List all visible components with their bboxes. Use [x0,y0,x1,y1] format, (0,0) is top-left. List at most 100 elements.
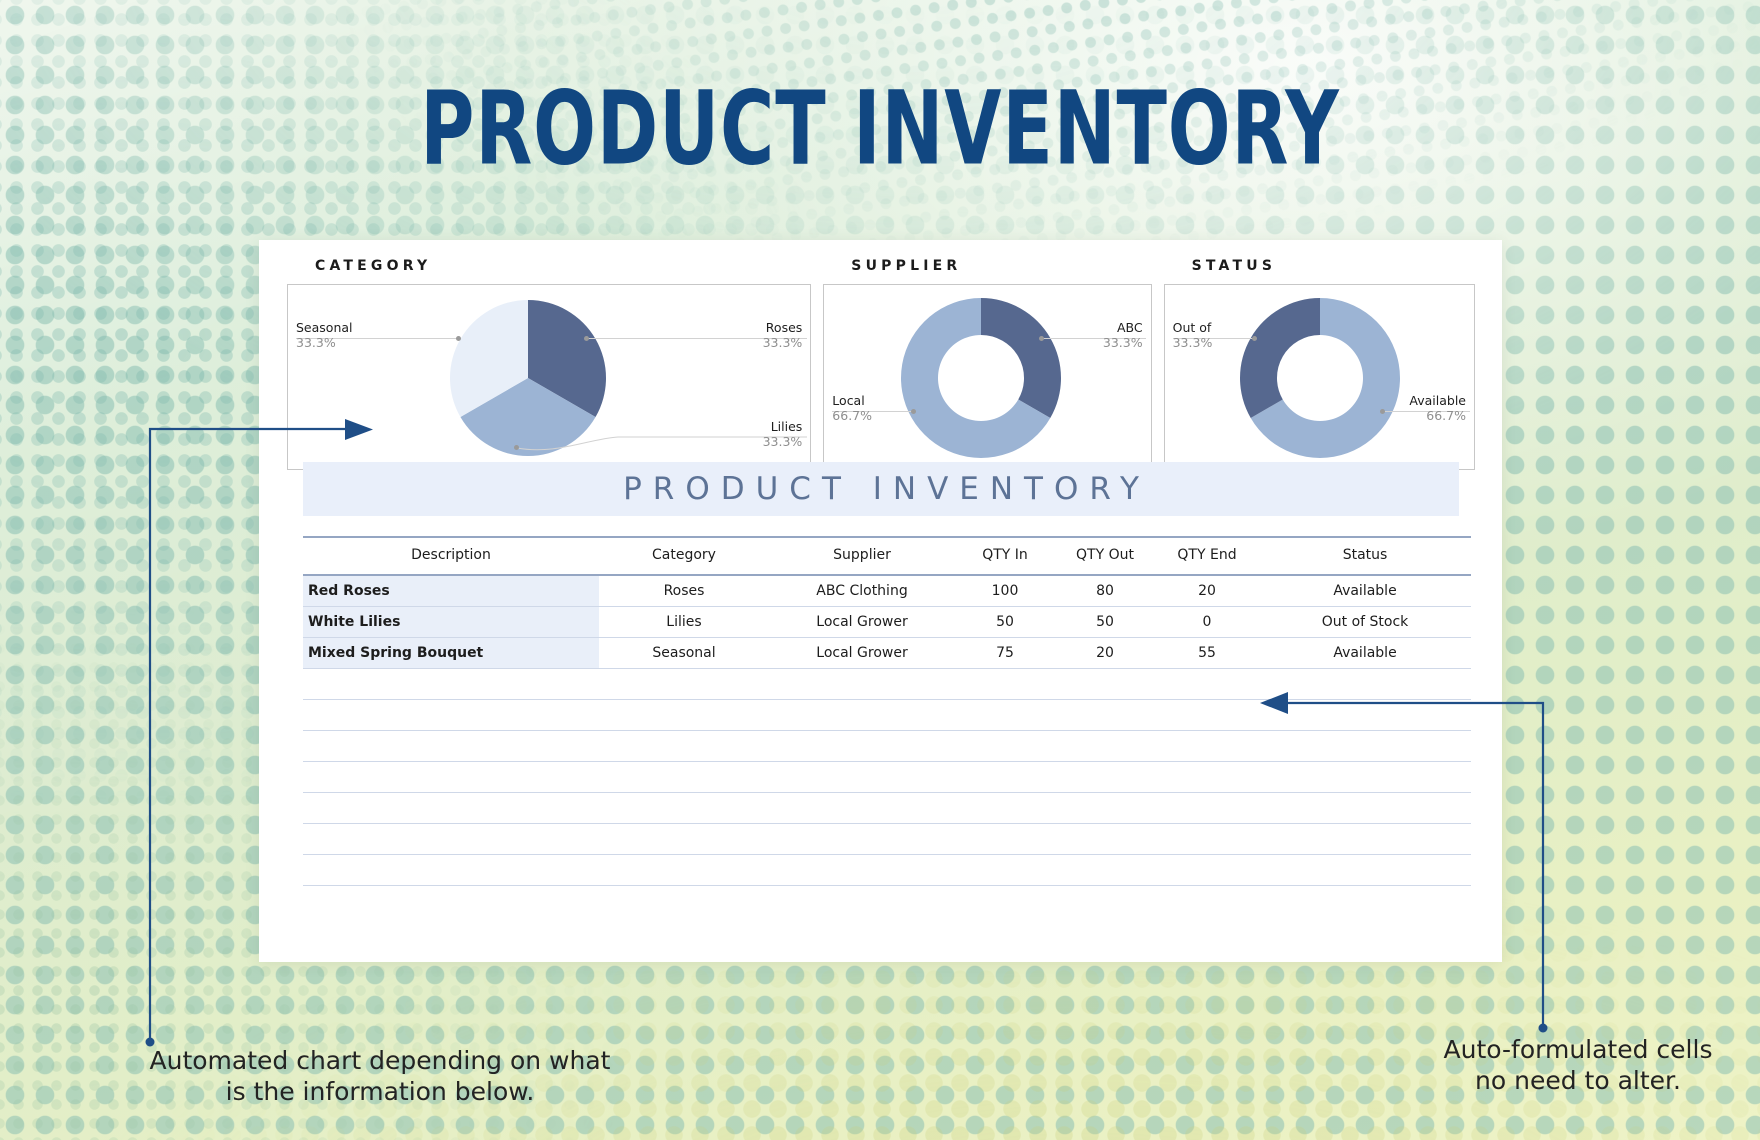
cell-empty[interactable] [1259,730,1471,762]
cell-empty[interactable] [1155,823,1259,855]
cell-description[interactable]: White Lilies [303,606,599,638]
table-row-empty[interactable] [303,761,1471,793]
status-label-outof: Out of 33.3% [1172,320,1213,351]
cell-category[interactable]: Lilies [599,606,769,638]
cell-empty[interactable] [769,668,955,700]
cell-description-empty[interactable] [303,854,599,886]
cell-empty[interactable] [1055,761,1155,793]
supplier-label-abc-percent: 33.3% [1102,334,1143,350]
cell-empty[interactable] [1155,668,1259,700]
cell-empty[interactable] [1055,668,1155,700]
cell-empty[interactable] [769,854,955,886]
cell-category[interactable]: Seasonal [599,637,769,669]
column-header-supplier[interactable]: Supplier [769,536,955,576]
cell-empty[interactable] [769,823,955,855]
table-row[interactable]: White Lilies Lilies Local Grower 50 50 0… [303,606,1471,638]
table-row-empty[interactable] [303,668,1471,700]
table-row-empty[interactable] [303,699,1471,731]
category-label-roses-percent: 33.3% [762,334,803,350]
cell-empty[interactable] [955,792,1055,824]
table-row[interactable]: Mixed Spring Bouquet Seasonal Local Grow… [303,637,1471,669]
cell-empty[interactable] [955,854,1055,886]
cell-empty[interactable] [599,761,769,793]
cell-status[interactable]: Available [1259,575,1471,607]
cell-category[interactable]: Roses [599,575,769,607]
cell-empty[interactable] [955,730,1055,762]
table-row-empty[interactable] [303,854,1471,886]
cell-empty[interactable] [769,699,955,731]
table-header-row: Description Category Supplier QTY In QTY… [303,536,1471,576]
chart-category: CATEGORY [287,258,812,470]
cell-status[interactable]: Out of Stock [1259,606,1471,638]
table-row-empty[interactable] [303,792,1471,824]
status-label-outof-percent: 33.3% [1172,334,1213,350]
table-row[interactable]: Red Roses Roses ABC Clothing 100 80 20 A… [303,575,1471,607]
cell-qty-end[interactable]: 55 [1155,637,1259,669]
cell-empty[interactable] [599,854,769,886]
chart-supplier-frame: ABC 33.3% Local 66.7% [823,284,1152,470]
cell-empty[interactable] [1259,668,1471,700]
cell-empty[interactable] [769,730,955,762]
cell-description-empty[interactable] [303,699,599,731]
cell-empty[interactable] [1259,761,1471,793]
cell-empty[interactable] [955,823,1055,855]
cell-empty[interactable] [1155,730,1259,762]
cell-qty-out[interactable]: 50 [1055,606,1155,638]
cell-empty[interactable] [1155,792,1259,824]
cell-qty-end[interactable]: 20 [1155,575,1259,607]
cell-empty[interactable] [1055,823,1155,855]
status-label-available: Available 66.7% [1409,393,1466,424]
cell-description-empty[interactable] [303,668,599,700]
cell-supplier[interactable]: ABC Clothing [769,575,955,607]
cell-description[interactable]: Mixed Spring Bouquet [303,637,599,669]
column-header-status[interactable]: Status [1259,536,1471,576]
cell-empty[interactable] [599,699,769,731]
cell-empty[interactable] [599,730,769,762]
cell-description[interactable]: Red Roses [303,575,599,607]
cell-empty[interactable] [769,761,955,793]
table-row-empty[interactable] [303,730,1471,762]
cell-empty[interactable] [599,792,769,824]
cell-empty[interactable] [1259,792,1471,824]
cell-description-empty[interactable] [303,823,599,855]
cell-empty[interactable] [1055,730,1155,762]
category-label-roses: Roses 33.3% [762,320,803,351]
annotation-right-text: Auto-formulated cells no need to alter. [1443,1035,1713,1095]
cell-qty-in[interactable]: 50 [955,606,1055,638]
status-label-available-percent: 66.7% [1426,407,1466,423]
cell-supplier[interactable]: Local Grower [769,637,955,669]
cell-description-empty[interactable] [303,761,599,793]
cell-qty-in[interactable]: 75 [955,637,1055,669]
cell-supplier[interactable]: Local Grower [769,606,955,638]
cell-empty[interactable] [1155,854,1259,886]
status-doughnut-graphic [1239,298,1400,458]
column-header-qty-end[interactable]: QTY End [1155,536,1259,576]
cell-empty[interactable] [1259,854,1471,886]
cell-description-empty[interactable] [303,792,599,824]
table-row-empty[interactable] [303,823,1471,855]
cell-description-empty[interactable] [303,730,599,762]
cell-empty[interactable] [1055,854,1155,886]
cell-qty-in[interactable]: 100 [955,575,1055,607]
cell-empty[interactable] [769,792,955,824]
cell-qty-out[interactable]: 80 [1055,575,1155,607]
column-header-qty-out[interactable]: QTY Out [1055,536,1155,576]
cell-qty-out[interactable]: 20 [1055,637,1155,669]
cell-qty-end[interactable]: 0 [1155,606,1259,638]
cell-empty[interactable] [599,668,769,700]
cell-empty[interactable] [1055,792,1155,824]
column-header-description[interactable]: Description [303,536,599,576]
cell-empty[interactable] [1155,761,1259,793]
cell-empty[interactable] [1155,699,1259,731]
cell-empty[interactable] [955,761,1055,793]
cell-status[interactable]: Available [1259,637,1471,669]
cell-empty[interactable] [1259,699,1471,731]
cell-empty[interactable] [955,668,1055,700]
supplier-label-abc-name: ABC [1116,320,1143,335]
cell-empty[interactable] [955,699,1055,731]
column-header-category[interactable]: Category [599,536,769,576]
column-header-qty-in[interactable]: QTY In [955,536,1055,576]
cell-empty[interactable] [1055,699,1155,731]
cell-empty[interactable] [1259,823,1471,855]
cell-empty[interactable] [599,823,769,855]
